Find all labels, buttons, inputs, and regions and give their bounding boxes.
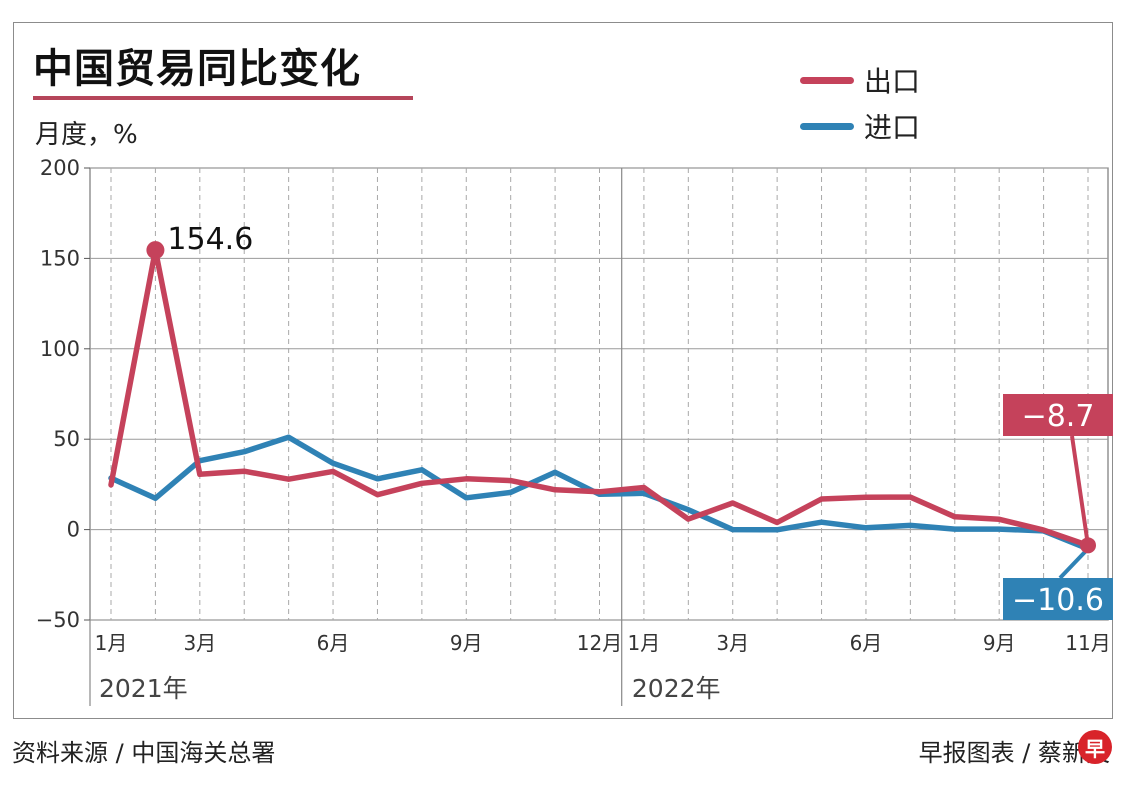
publisher-logo: 早 [1078,730,1112,764]
x-tick-label: 12月 [577,631,622,655]
series-line-export [108,247,1091,549]
x-tick-label: 1月 [628,631,661,655]
y-tick-label: 150 [40,246,80,270]
year-label: 2022年 [632,674,721,703]
data-source: 资料来源 / 中国海关总署 [12,739,276,767]
callout-label-export: −8.7 [1022,399,1095,434]
callout-box-export [1003,394,1113,436]
legend-label-import: 进口 [864,111,921,144]
title-underline [33,96,413,100]
callout-line-export [1070,435,1090,546]
x-tick-label: 9月 [450,631,483,655]
chart-title: 中国贸易同比变化 [33,46,361,92]
legend-swatch-export [800,76,854,84]
x-tick-label: 9月 [983,631,1016,655]
x-tick-label: 3月 [183,631,216,655]
y-tick-label: −50 [36,608,80,632]
legend-item-export: 出口 [800,60,920,100]
peak-data-label: 154.6 [167,222,253,257]
end-marker-export [1080,537,1096,554]
y-tick-label: 50 [53,427,80,451]
year-label: 2021年 [99,674,188,703]
x-tick-label: 6月 [317,631,350,655]
y-tick-label: 100 [40,337,80,361]
peak-marker [146,241,165,260]
x-tick-label: 1月 [95,631,128,655]
legend-swatch-import [800,122,854,130]
y-axis-unit: 月度，% [35,120,138,150]
x-tick-label: 11月 [1065,631,1110,655]
callout-label-import: −10.6 [1012,583,1104,618]
y-tick-label: 0 [67,518,80,542]
legend-label-export: 出口 [864,65,921,98]
y-tick-label: 200 [40,156,80,180]
x-tick-label: 6月 [850,631,883,655]
callout-line-import [1058,547,1090,580]
x-tick-label: 3月 [716,631,749,655]
callout-box-import [1003,578,1113,620]
legend-item-import: 进口 [800,106,920,146]
chart-frame [13,22,1113,719]
